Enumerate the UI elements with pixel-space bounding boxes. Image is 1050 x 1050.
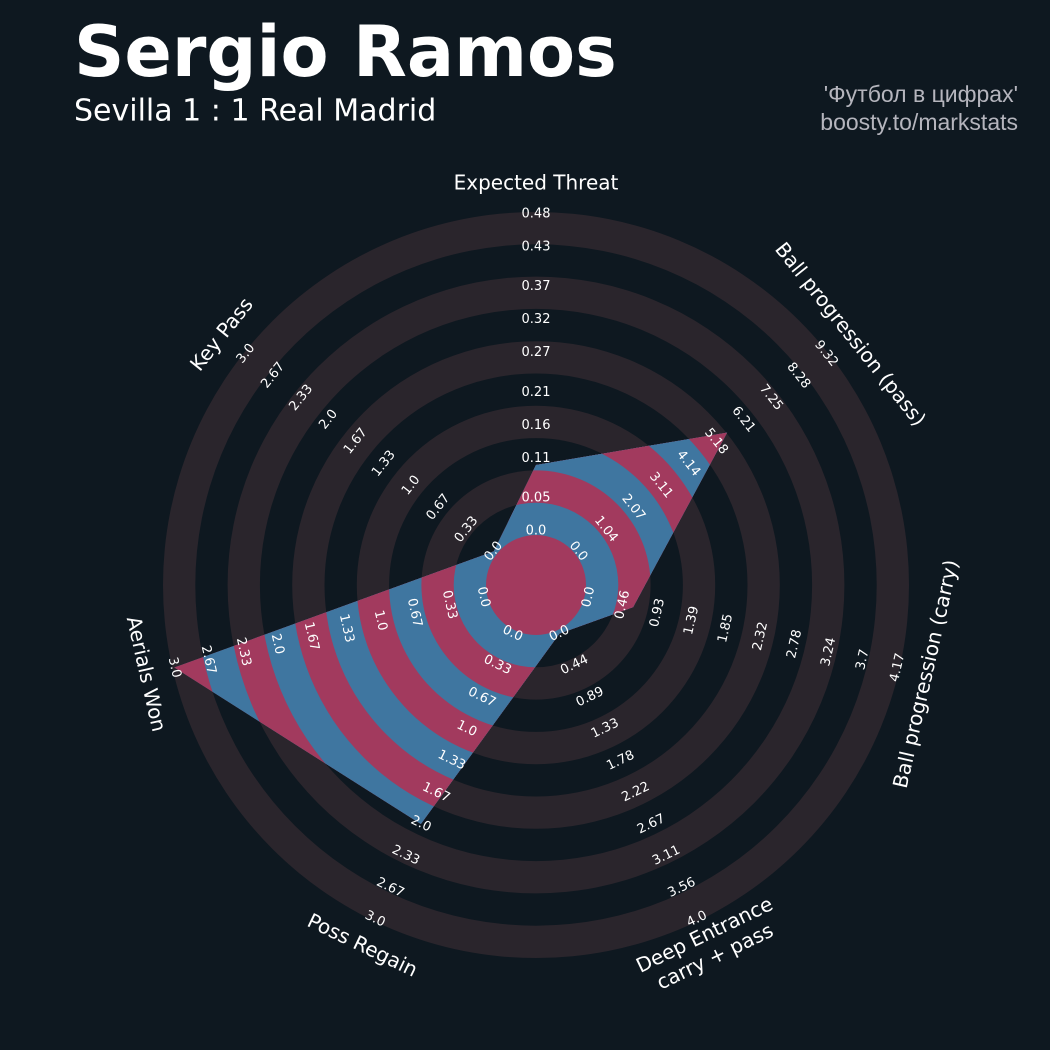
tick-label: 0.0 [474, 585, 493, 609]
tick-label: 2.32 [750, 620, 771, 652]
tick-label: 3.7 [853, 648, 872, 672]
tick-label: 1.0 [371, 609, 390, 633]
tick-label: 1.85 [715, 613, 736, 645]
tick-label: 1.33 [336, 613, 357, 645]
credit: boosty.to/markstats [820, 109, 1018, 135]
tick-label: 0.11 [522, 451, 551, 466]
tick-label: 0.16 [522, 418, 551, 433]
tick-label: 2.33 [233, 636, 254, 668]
tick-label: 0.43 [522, 240, 551, 255]
tick-label: 0.32 [522, 312, 551, 327]
tick-label: 3.24 [818, 636, 839, 668]
tick-label: 1.67 [301, 621, 322, 653]
chart-title: Sergio Ramos [74, 11, 617, 93]
tick-label: 0.27 [522, 345, 551, 360]
tick-label: 2.78 [784, 628, 805, 660]
tick-label: 0.46 [612, 589, 633, 621]
tick-label: 0.93 [647, 597, 668, 629]
tick-label: 2.67 [198, 644, 219, 676]
tick-label: 0.67 [404, 597, 425, 629]
tick-label: 1.39 [681, 605, 702, 637]
tick-label: 0.05 [522, 490, 551, 505]
tick-label: 0.48 [522, 207, 551, 222]
axis-label: Expected Threat [454, 171, 619, 195]
tick-label: 0.21 [522, 385, 551, 400]
tick-label: 4.17 [887, 652, 908, 684]
polygon-ring [486, 535, 586, 635]
tick-label: 0.33 [439, 589, 460, 621]
credit: 'Футбол в цифрах' [824, 81, 1018, 107]
chart-subtitle: Sevilla 1 : 1 Real Madrid [74, 94, 436, 129]
tick-label: 2.0 [268, 632, 287, 656]
tick-label: 0.37 [522, 279, 551, 294]
tick-label: 0.0 [579, 585, 598, 609]
tick-label: 0.0 [526, 524, 547, 539]
tick-label: 3.0 [165, 656, 184, 680]
